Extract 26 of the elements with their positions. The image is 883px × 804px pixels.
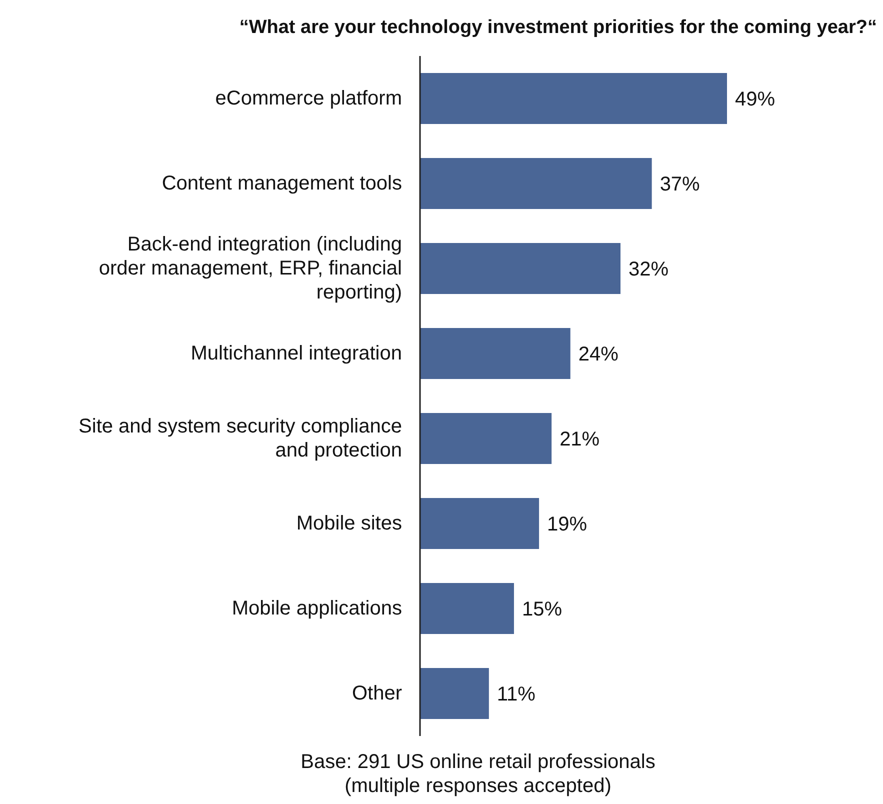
bar xyxy=(420,158,652,209)
data-label: 49% xyxy=(735,88,776,111)
y-tick-label: Mobile sites xyxy=(296,512,402,534)
data-label: 37% xyxy=(660,174,700,196)
bar xyxy=(420,243,620,294)
bar xyxy=(420,583,514,634)
data-label: 21% xyxy=(560,428,600,451)
bar xyxy=(420,328,570,379)
y-tick-label: Content management tools xyxy=(162,172,402,194)
bar xyxy=(420,413,552,464)
y-tick-label: Mobile applications xyxy=(232,598,402,620)
data-label: 24% xyxy=(578,344,619,366)
chart-title: “What are your technology investment priorities for the coming year?“ xyxy=(238,16,878,40)
bar xyxy=(420,73,727,124)
y-tick-label: Site and system security compliance and protection xyxy=(78,416,402,462)
data-label: 15% xyxy=(522,598,562,621)
y-tick-label: Other xyxy=(352,682,402,704)
data-label: 11% xyxy=(496,684,536,706)
data-label: 32% xyxy=(628,258,669,281)
data-label: 19% xyxy=(547,514,588,536)
bar xyxy=(420,498,540,549)
y-tick-label: eCommerce platform xyxy=(215,88,402,110)
y-tick-label: Back-end integration (including order management, ERP, financial reporting) xyxy=(98,234,402,304)
y-tick-label: Multichannel integration xyxy=(190,342,402,364)
bar xyxy=(420,668,489,719)
text: Base: 291 US online retail professionals (multiple responses accepted) xyxy=(300,750,656,798)
